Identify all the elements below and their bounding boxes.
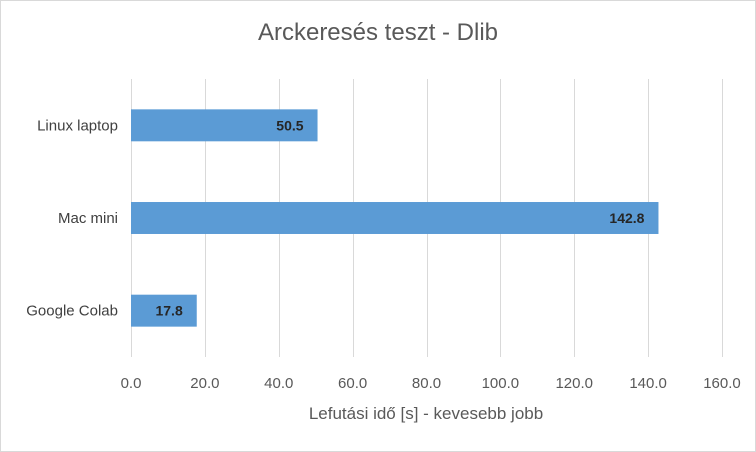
x-tick-label: 0.0 (121, 375, 142, 392)
x-tick-label: 20.0 (190, 375, 219, 392)
category-label: Mac mini (58, 210, 118, 227)
x-tick-label: 160.0 (703, 375, 741, 392)
data-label: 142.8 (609, 210, 644, 226)
data-label: 50.5 (276, 117, 303, 133)
x-tick-label: 40.0 (264, 375, 293, 392)
x-tick-label: 100.0 (482, 375, 520, 392)
x-tick-label: 60.0 (338, 375, 367, 392)
bar (131, 202, 659, 234)
bar (131, 294, 197, 327)
category-label: Google Colab (26, 303, 118, 320)
chart-title: Arckeresés teszt - Dlib (257, 19, 499, 46)
bar (131, 109, 318, 142)
category-label: Linux laptop (37, 117, 118, 134)
x-tick-labels: 0.0 20.0 40.0 60.0 80.0 100.0 120.0 140.0 160.0 (121, 375, 741, 392)
x-tick-label: 80.0 (412, 375, 441, 392)
x-tick-label: 140.0 (629, 375, 667, 392)
data-label: 17.8 (155, 303, 182, 319)
x-tick-label: 120.0 (555, 375, 593, 392)
data-labels: 50.5 142.8 17.8 (155, 117, 644, 318)
category-labels: Linux laptop Mac mini Google Colab (26, 117, 118, 319)
bars (131, 109, 659, 327)
x-axis-title: Lefutási idő [s] - kevesebb jobb (309, 404, 543, 423)
